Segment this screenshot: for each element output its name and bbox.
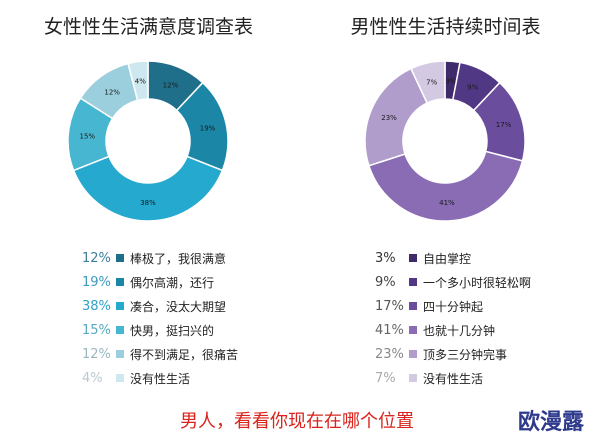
legend-label: 偶尔高潮，还行: [130, 275, 215, 290]
male-legend: 3% 自由掌控 9% 一个多小时很轻松啊 17% 四十分钟起 41% 也就十几分钟 23% 顶多三…: [375, 246, 531, 390]
male-donut-chart: 3% 9% 17% 41% 23% 7%: [364, 60, 526, 222]
legend-label: 凑合，没太大期望: [130, 299, 227, 314]
legend-percent: 3%: [375, 250, 396, 266]
legend-item: 38% 凑合，没太大期望: [82, 294, 238, 318]
slice-label: 17%: [496, 121, 512, 129]
slice-label: 38%: [140, 199, 156, 207]
legend-item: 19% 偶尔高潮，还行: [82, 270, 238, 294]
legend-label: 顶多三分钟完事: [423, 347, 508, 362]
legend-swatch: [409, 350, 417, 358]
legend-percent: 41%: [375, 322, 404, 338]
donut-slice: [367, 150, 524, 222]
slice-label: 41%: [439, 199, 455, 207]
legend-swatch: [116, 350, 124, 358]
legend-percent: 19%: [82, 274, 111, 290]
legend-item: 3% 自由掌控: [375, 246, 531, 270]
legend-swatch: [116, 326, 124, 334]
caption-text: 男人，看看你现在在哪个位置: [180, 411, 414, 432]
legend-swatch: [409, 302, 417, 310]
legend-label: 也就十几分钟: [423, 323, 496, 338]
slice-label: 4%: [135, 77, 146, 85]
female-chart-title: 女性性生活满意度调查表: [43, 16, 253, 38]
legend-label: 快男，挺扫兴的: [130, 323, 215, 338]
legend-label: 没有性生活: [130, 371, 191, 386]
male-chart-panel: 男性性生活持续时间表 3% 9% 17% 41% 23% 7% 3% 自由掌控 9% 一个多小时…: [297, 0, 594, 400]
legend-item: 12% 棒极了，我很满意: [82, 246, 238, 270]
slice-label: 12%: [104, 89, 120, 97]
legend-swatch: [409, 326, 417, 334]
legend-swatch: [409, 278, 417, 286]
legend-item: 4% 没有性生活: [82, 366, 238, 390]
legend-item: 12% 得不到满足，很痛苦: [82, 342, 238, 366]
watermark-logo: 欧漫露: [518, 410, 585, 435]
slice-label: 23%: [381, 114, 397, 122]
slice-label: 15%: [79, 132, 95, 140]
legend-label: 一个多小时很轻松啊: [423, 275, 532, 290]
legend-percent: 15%: [82, 322, 111, 338]
legend-percent: 4%: [82, 370, 103, 386]
donut-slice: [72, 155, 224, 222]
female-legend: 12% 棒极了，我很满意 19% 偶尔高潮，还行 38% 凑合，没太大期望 15% 快男，挺扫…: [82, 246, 238, 390]
legend-item: 23% 顶多三分钟完事: [375, 342, 531, 366]
legend-item: 7% 没有性生活: [375, 366, 531, 390]
female-donut-chart: 12% 19% 38% 15% 12% 4%: [67, 60, 229, 222]
slice-label: 7%: [426, 78, 437, 86]
legend-percent: 12%: [82, 346, 111, 362]
legend-label: 得不到满足，很痛苦: [130, 347, 239, 362]
male-chart-title: 男性性生活持续时间表: [350, 16, 541, 38]
legend-swatch: [116, 302, 124, 310]
legend-percent: 38%: [82, 298, 111, 314]
legend-swatch: [116, 374, 124, 382]
legend-percent: 9%: [375, 274, 396, 290]
legend-item: 15% 快男，挺扫兴的: [82, 318, 238, 342]
legend-label: 棒极了，我很满意: [130, 251, 227, 266]
legend-item: 41% 也就十几分钟: [375, 318, 531, 342]
legend-percent: 23%: [375, 346, 404, 362]
legend-percent: 17%: [375, 298, 404, 314]
slice-label: 19%: [200, 125, 216, 133]
legend-label: 四十分钟起: [423, 299, 484, 314]
legend-swatch: [409, 254, 417, 262]
legend-percent: 7%: [375, 370, 396, 386]
legend-percent: 12%: [82, 250, 111, 266]
legend-swatch: [116, 254, 124, 262]
legend-label: 没有性生活: [423, 371, 484, 386]
legend-swatch: [409, 374, 417, 382]
donut-slice: [127, 60, 149, 102]
slice-label: 12%: [163, 81, 179, 89]
legend-item: 17% 四十分钟起: [375, 294, 531, 318]
slice-label: 3%: [445, 77, 456, 85]
female-chart-panel: 女性性生活满意度调查表 12% 19% 38% 15% 12% 4% 12% 棒极了，我很满…: [0, 0, 297, 400]
slice-label: 9%: [467, 84, 478, 92]
donut-slice: [409, 60, 446, 104]
legend-label: 自由掌控: [423, 251, 472, 266]
legend-swatch: [116, 278, 124, 286]
legend-item: 9% 一个多小时很轻松啊: [375, 270, 531, 294]
